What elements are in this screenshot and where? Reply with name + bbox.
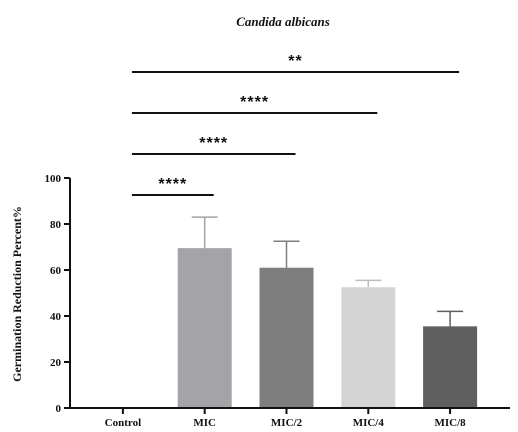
- bar-layer: [177, 216, 478, 408]
- x-tick-label: MIC/2: [271, 417, 303, 429]
- y-axis-title: Germination Reduction Percent%: [10, 206, 24, 382]
- significance-label: ****: [199, 135, 228, 152]
- significance-layer: **************: [131, 53, 460, 196]
- bar-mic: [177, 248, 232, 408]
- y-tick-label: 20: [50, 357, 62, 369]
- significance-label: ****: [240, 94, 269, 111]
- axis-layer: Control MIC MIC/2 MIC/4 MIC/8 0 20 40 60 80 100: [45, 173, 510, 429]
- y-tick-label: 60: [50, 265, 62, 277]
- x-tick-label: MIC/8: [435, 417, 467, 429]
- bar-mic-8: [423, 326, 478, 408]
- bar-mic-2: [259, 267, 314, 408]
- x-tick-label: MIC/4: [353, 417, 385, 429]
- bar-mic-4: [341, 287, 396, 408]
- x-tick-label: MIC: [193, 417, 216, 429]
- significance-label: **: [288, 53, 302, 70]
- y-tick-label: 80: [50, 219, 62, 231]
- y-tick-label: 40: [50, 311, 62, 323]
- significance-label: ****: [158, 176, 187, 193]
- y-tick-label: 100: [45, 173, 62, 185]
- x-tick-label: Control: [105, 417, 141, 429]
- y-tick-label: 0: [56, 403, 62, 415]
- chart-title: Candida albicans: [236, 14, 330, 29]
